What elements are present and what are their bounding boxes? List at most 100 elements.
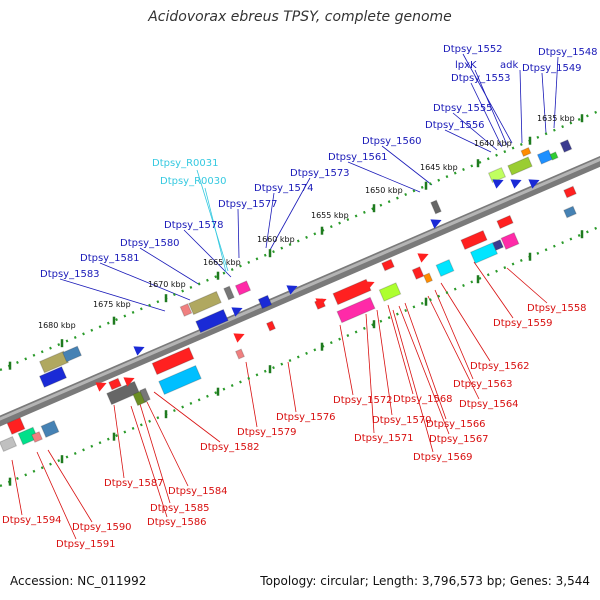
label-connector [398,305,450,435]
gene-block [336,296,376,324]
topology-label: Topology: [260,574,317,588]
gene-label-plus: lpxK [455,60,477,71]
label-connector [427,295,480,400]
gene-block [179,303,193,317]
gene-label-plus: Dtpsy_1549 [522,63,582,74]
gene-label-minus: Dtpsy_1569 [413,452,473,463]
gene-block [563,185,577,199]
gene-features [0,139,577,453]
gene-label-minus: Dtpsy_1568 [393,394,453,405]
gene-label-minus: Dtpsy_1559 [493,318,553,329]
label-connector [139,403,171,504]
gene-block [257,294,273,310]
label-connector [470,82,503,148]
label-connector [347,161,421,193]
strand-arrow [430,219,442,229]
length-label: Length: [372,574,419,588]
gene-label-plus: adk [500,60,518,71]
gene-block [38,366,68,388]
strand-arrow [233,333,245,343]
length-value: 3,796,573 bp; [421,574,507,588]
gene-label-minus: Dtpsy_1571 [354,433,414,444]
upper-dotted-track [0,109,600,372]
gene-block [496,214,514,230]
gene-label-plus: Dtpsy_1560 [362,136,422,147]
gene-block [17,426,39,446]
gene-label-minus: Dtpsy_1572 [333,395,393,406]
gene-block [235,348,245,360]
accession-label: Accession: [10,574,74,588]
genes-value: 3,544 [555,574,590,588]
label-connector [113,404,125,479]
label-connector [541,72,547,134]
label-connector [237,208,240,259]
strand-arrow [315,298,327,308]
label-connector [287,361,297,413]
gene-block [435,259,455,277]
gene-label-plus: Dtpsy_1555 [433,103,493,114]
gene-block [520,147,532,157]
gene-block [460,229,488,251]
label-connector [404,302,447,420]
label-connector [47,449,93,523]
kbp-tick-label: 1645 kbp [420,163,458,172]
label-connector [269,177,311,251]
gene-label-minus: Dtpsy_1563 [453,379,513,390]
gene-label-plus: Dtpsy_1581 [80,253,140,264]
label-connector [452,112,498,151]
gene-label-minus: Dtpsy_1584 [168,486,228,497]
kbp-tick-label: 1680 kbp [38,321,76,330]
label-connector [196,169,229,272]
label-connector [153,391,221,443]
gene-label-plus: Dtpsy_1574 [254,183,314,194]
backbone-highlight [0,157,600,421]
gene-label-minus: Dtpsy_1587 [104,478,164,489]
label-connector [444,129,492,153]
gene-label-plus: Dtpsy_1583 [40,269,100,280]
gene-label-minus: Dtpsy_1585 [150,503,210,514]
gene-label-plus: Dtpsy_1548 [538,47,598,58]
gene-block [492,239,504,251]
gene-label-plus: Dtpsy_1552 [443,44,503,55]
strand-arrow [492,179,504,189]
kbp-ticks: 1635 kbp 1640 kbp 1645 kbp 1650 kbp 1655 kbp… [38,114,575,330]
gene-label-minus: Dtpsy_1582 [200,442,260,453]
gene-labels: Dtpsy_1548 Dtpsy_1549 adk Dtpsy_1552 lpxK Dtp… [2,44,598,550]
gene-label-minus: Dtpsy_1576 [276,412,336,423]
gene-block [430,199,442,215]
gene-block [381,258,395,272]
gene-block [507,156,533,176]
gene-label-plus: Dtpsy_1573 [290,168,350,179]
backbone-band [0,155,600,427]
gene-block [563,205,577,219]
label-connector [265,192,275,249]
kbp-tick-label: 1640 kbp [474,139,512,148]
lower-dotted-track [0,225,600,488]
accession-info: Accession: NC_011992 [10,574,146,588]
genes-label: Genes: [509,574,552,588]
kbp-tick-label: 1635 kbp [537,114,575,123]
gene-label-minus: Dtpsy_1586 [147,517,207,528]
gene-block [62,345,82,363]
gene-label-plus: Dtpsy_1580 [120,238,180,249]
gene-block [378,282,402,302]
kbp-tick-label: 1660 kbp [257,235,295,244]
kbp-tick-label: 1670 kbp [148,280,186,289]
label-connector [434,289,474,380]
label-connector [339,324,354,396]
gene-block [158,364,202,396]
label-connector [36,451,77,540]
label-connector [381,145,433,186]
label-connector [519,69,523,144]
label-connector [376,309,393,416]
gene-label-plus: Dtpsy_1578 [164,220,224,231]
strand-arrow [286,285,298,295]
gene-block [266,320,276,332]
strand-arrow [363,281,375,291]
label-connector [59,278,166,312]
gene-block [139,387,151,403]
gene-label-plus: Dtpsy_1556 [425,120,485,131]
label-connector [474,69,508,146]
gene-block [469,242,499,264]
accession-value: NC_011992 [77,574,147,588]
